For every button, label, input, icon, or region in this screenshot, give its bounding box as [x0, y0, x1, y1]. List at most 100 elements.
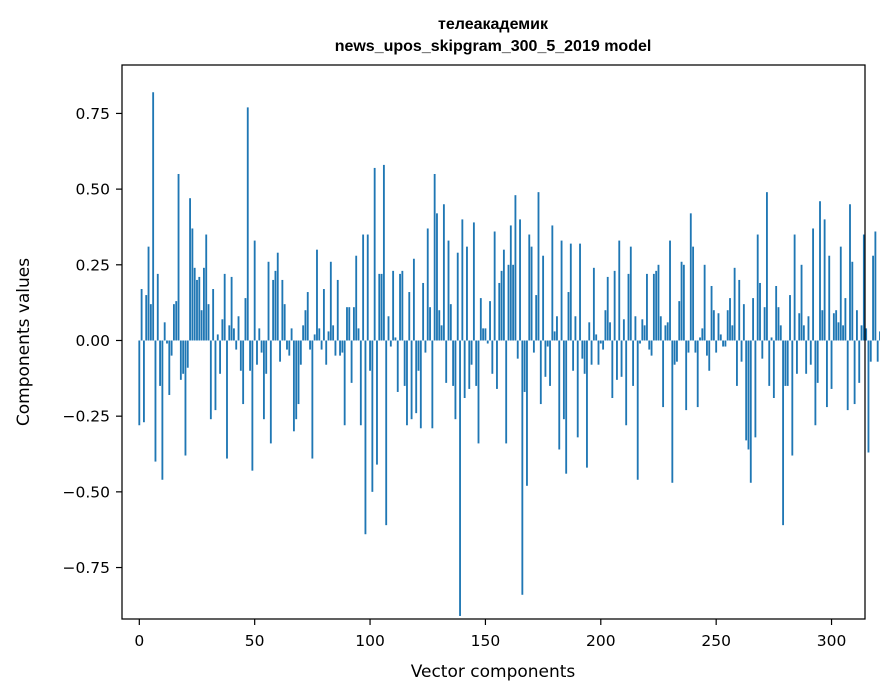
bar: [327, 331, 330, 341]
bar: [562, 340, 565, 420]
bar: [724, 340, 727, 347]
y-tick-label: 0.00: [75, 332, 110, 350]
bar: [565, 340, 568, 474]
bar: [678, 301, 681, 341]
bar: [433, 173, 436, 341]
bar: [558, 340, 561, 450]
bar: [376, 340, 378, 465]
bar: [556, 316, 558, 341]
bar: [782, 340, 785, 526]
bar: [267, 261, 270, 341]
bar: [329, 261, 332, 341]
bar: [844, 298, 847, 341]
chart-title: телеакадемик: [438, 16, 549, 33]
bar: [297, 340, 300, 405]
bar: [708, 340, 711, 371]
bar: [622, 319, 625, 341]
bar: [712, 310, 715, 341]
bar: [156, 273, 159, 341]
bar: [140, 289, 143, 341]
bar: [290, 328, 293, 341]
bar: [837, 322, 840, 341]
bar: [807, 316, 810, 341]
bar: [747, 340, 750, 450]
bar: [722, 340, 725, 347]
bar: [606, 276, 609, 341]
bar: [715, 340, 718, 353]
bar: [761, 340, 764, 359]
bar: [385, 340, 388, 526]
bar: [371, 340, 374, 492]
bar: [618, 240, 621, 341]
bar: [839, 246, 842, 341]
bar: [749, 340, 752, 483]
bar: [802, 325, 805, 341]
bar: [791, 340, 794, 456]
bar: [530, 246, 533, 341]
bar: [669, 240, 671, 341]
bar: [496, 340, 498, 389]
bar: [742, 304, 745, 341]
bar: [186, 340, 189, 368]
bar: [459, 340, 461, 616]
bar: [731, 325, 734, 341]
bar: [768, 340, 771, 386]
bar: [355, 255, 358, 341]
bar: [364, 340, 367, 535]
bar: [378, 273, 381, 341]
bar: [159, 340, 161, 386]
bar: [369, 340, 371, 371]
bar: [636, 340, 639, 480]
bar: [828, 255, 831, 341]
bar: [399, 273, 401, 341]
bar: [196, 279, 198, 341]
bar: [230, 276, 233, 341]
bar: [676, 340, 678, 362]
bar: [583, 340, 586, 374]
bar: [352, 307, 355, 341]
bar: [392, 270, 395, 341]
bar: [288, 340, 291, 356]
bar: [849, 204, 851, 341]
bar: [830, 340, 833, 389]
bar: [616, 340, 618, 380]
bar: [472, 222, 475, 341]
bar: [232, 328, 235, 341]
bar: [350, 340, 353, 383]
bar: [706, 340, 708, 356]
bar: [366, 234, 369, 341]
bar: [274, 270, 277, 341]
bar: [835, 310, 838, 341]
bar: [147, 246, 150, 341]
bar: [152, 92, 155, 341]
bar: [733, 267, 736, 341]
bar: [505, 340, 508, 444]
bar: [853, 340, 856, 405]
bar: [639, 340, 641, 344]
bar: [309, 340, 311, 350]
bar: [424, 340, 427, 353]
bar: [821, 310, 824, 341]
bar: [629, 246, 632, 341]
bar: [212, 289, 215, 341]
bar: [869, 340, 872, 362]
bar: [579, 243, 581, 341]
bar: [553, 331, 556, 341]
bar: [800, 264, 803, 341]
bar: [574, 316, 577, 341]
bar: [549, 340, 551, 386]
bar: [320, 340, 323, 350]
bar: [632, 340, 635, 386]
y-tick-label: 0.50: [75, 181, 110, 199]
bar: [777, 307, 780, 341]
bar: [193, 267, 196, 341]
bar: [569, 243, 572, 341]
bar: [652, 273, 655, 341]
bar: [244, 298, 247, 341]
bar: [436, 213, 438, 341]
bar: [154, 340, 157, 462]
bar: [170, 340, 173, 356]
x-axis-label: Vector components: [411, 662, 576, 682]
bar: [832, 313, 835, 341]
bar: [429, 307, 431, 341]
